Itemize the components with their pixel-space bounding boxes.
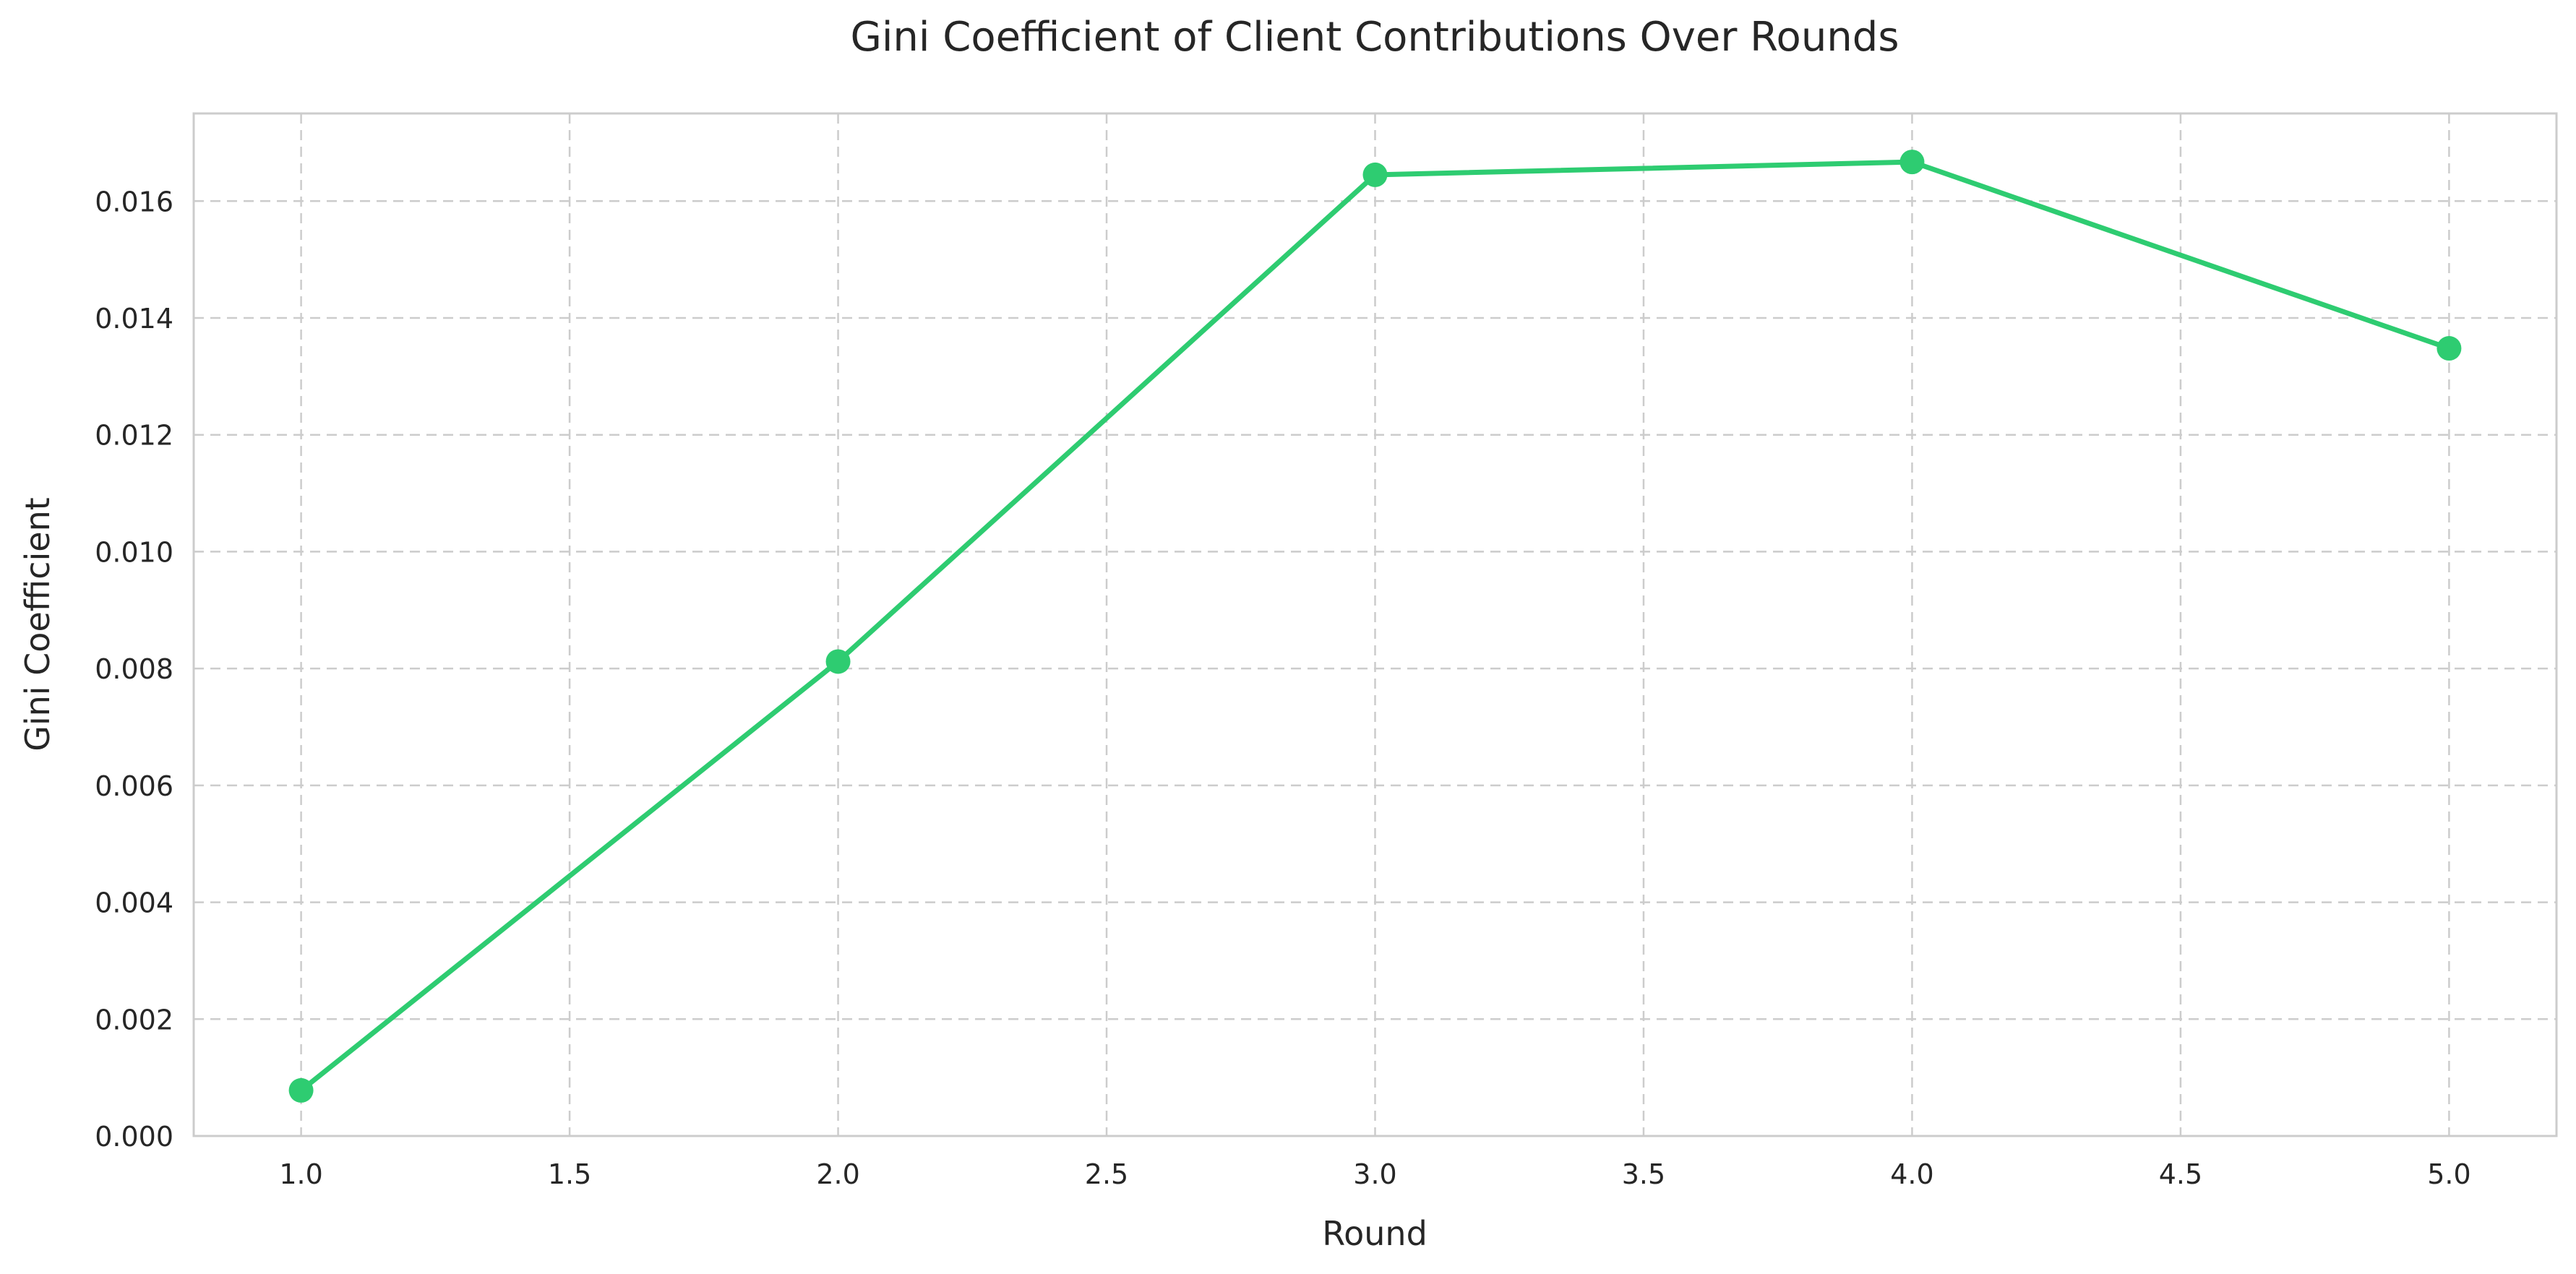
y-axis-label: Gini Coefficient xyxy=(18,497,57,752)
x-tick-label: 4.5 xyxy=(2159,1158,2202,1190)
series-layer xyxy=(288,150,2462,1103)
tick-labels: 1.0 1.5 2.0 2.5 3.0 3.5 4.0 4.5 5.0 0.000 0.002 0.0… xyxy=(95,186,2470,1190)
grid xyxy=(194,113,2556,1136)
y-tick-label: 0.012 xyxy=(95,420,173,452)
x-tick-label: 1.5 xyxy=(548,1158,591,1190)
chart-title: Gini Coefficient of Client Contributions… xyxy=(850,14,1899,61)
x-tick-label: 4.0 xyxy=(1890,1158,1933,1190)
x-tick-label: 3.5 xyxy=(1622,1158,1665,1190)
x-tick-label: 1.0 xyxy=(279,1158,322,1190)
y-tick-label: 0.008 xyxy=(95,653,173,685)
y-tick-label: 0.004 xyxy=(95,887,173,919)
x-axis-label: Round xyxy=(1322,1214,1427,1253)
y-tick-label: 0.016 xyxy=(95,186,173,218)
x-tick-label: 3.0 xyxy=(1353,1158,1396,1190)
y-tick-label: 0.010 xyxy=(95,536,173,568)
x-tick-label: 2.5 xyxy=(1085,1158,1128,1190)
data-point-marker xyxy=(1899,150,1925,175)
data-point-marker xyxy=(1362,162,1388,187)
data-point-marker xyxy=(2437,336,2462,361)
y-tick-label: 0.006 xyxy=(95,770,173,802)
plot-frame xyxy=(192,112,2558,1137)
y-tick-label: 0.014 xyxy=(95,303,173,335)
x-tick-label: 5.0 xyxy=(2427,1158,2470,1190)
data-point-marker xyxy=(825,649,851,674)
y-tick-label: 0.000 xyxy=(95,1121,173,1153)
data-point-marker xyxy=(288,1077,314,1103)
y-tick-label: 0.002 xyxy=(95,1004,173,1036)
x-tick-label: 2.0 xyxy=(816,1158,859,1190)
